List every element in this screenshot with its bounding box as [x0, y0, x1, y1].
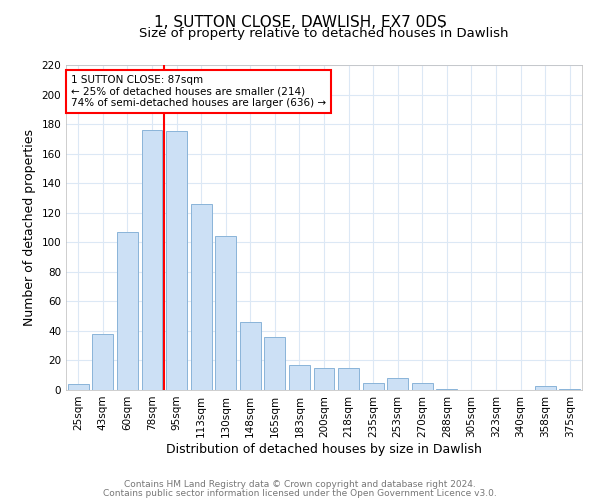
Bar [338, 368, 359, 390]
Bar [314, 368, 334, 390]
Bar [436, 388, 457, 390]
Bar [240, 322, 261, 390]
Text: Contains public sector information licensed under the Open Government Licence v3: Contains public sector information licen… [103, 489, 497, 498]
Bar [362, 382, 383, 390]
Bar [265, 337, 286, 390]
Bar [166, 132, 187, 390]
Text: Contains HM Land Registry data © Crown copyright and database right 2024.: Contains HM Land Registry data © Crown c… [124, 480, 476, 489]
Title: Size of property relative to detached houses in Dawlish: Size of property relative to detached ho… [139, 27, 509, 40]
X-axis label: Distribution of detached houses by size in Dawlish: Distribution of detached houses by size … [166, 442, 482, 456]
Bar [92, 334, 113, 390]
Bar [535, 386, 556, 390]
Bar [191, 204, 212, 390]
Y-axis label: Number of detached properties: Number of detached properties [23, 129, 36, 326]
Bar [68, 384, 89, 390]
Bar [289, 365, 310, 390]
Bar [412, 382, 433, 390]
Bar [142, 130, 163, 390]
Bar [215, 236, 236, 390]
Bar [559, 388, 580, 390]
Text: 1, SUTTON CLOSE, DAWLISH, EX7 0DS: 1, SUTTON CLOSE, DAWLISH, EX7 0DS [154, 15, 446, 30]
Text: 1 SUTTON CLOSE: 87sqm
← 25% of detached houses are smaller (214)
74% of semi-det: 1 SUTTON CLOSE: 87sqm ← 25% of detached … [71, 74, 326, 108]
Bar [387, 378, 408, 390]
Bar [117, 232, 138, 390]
